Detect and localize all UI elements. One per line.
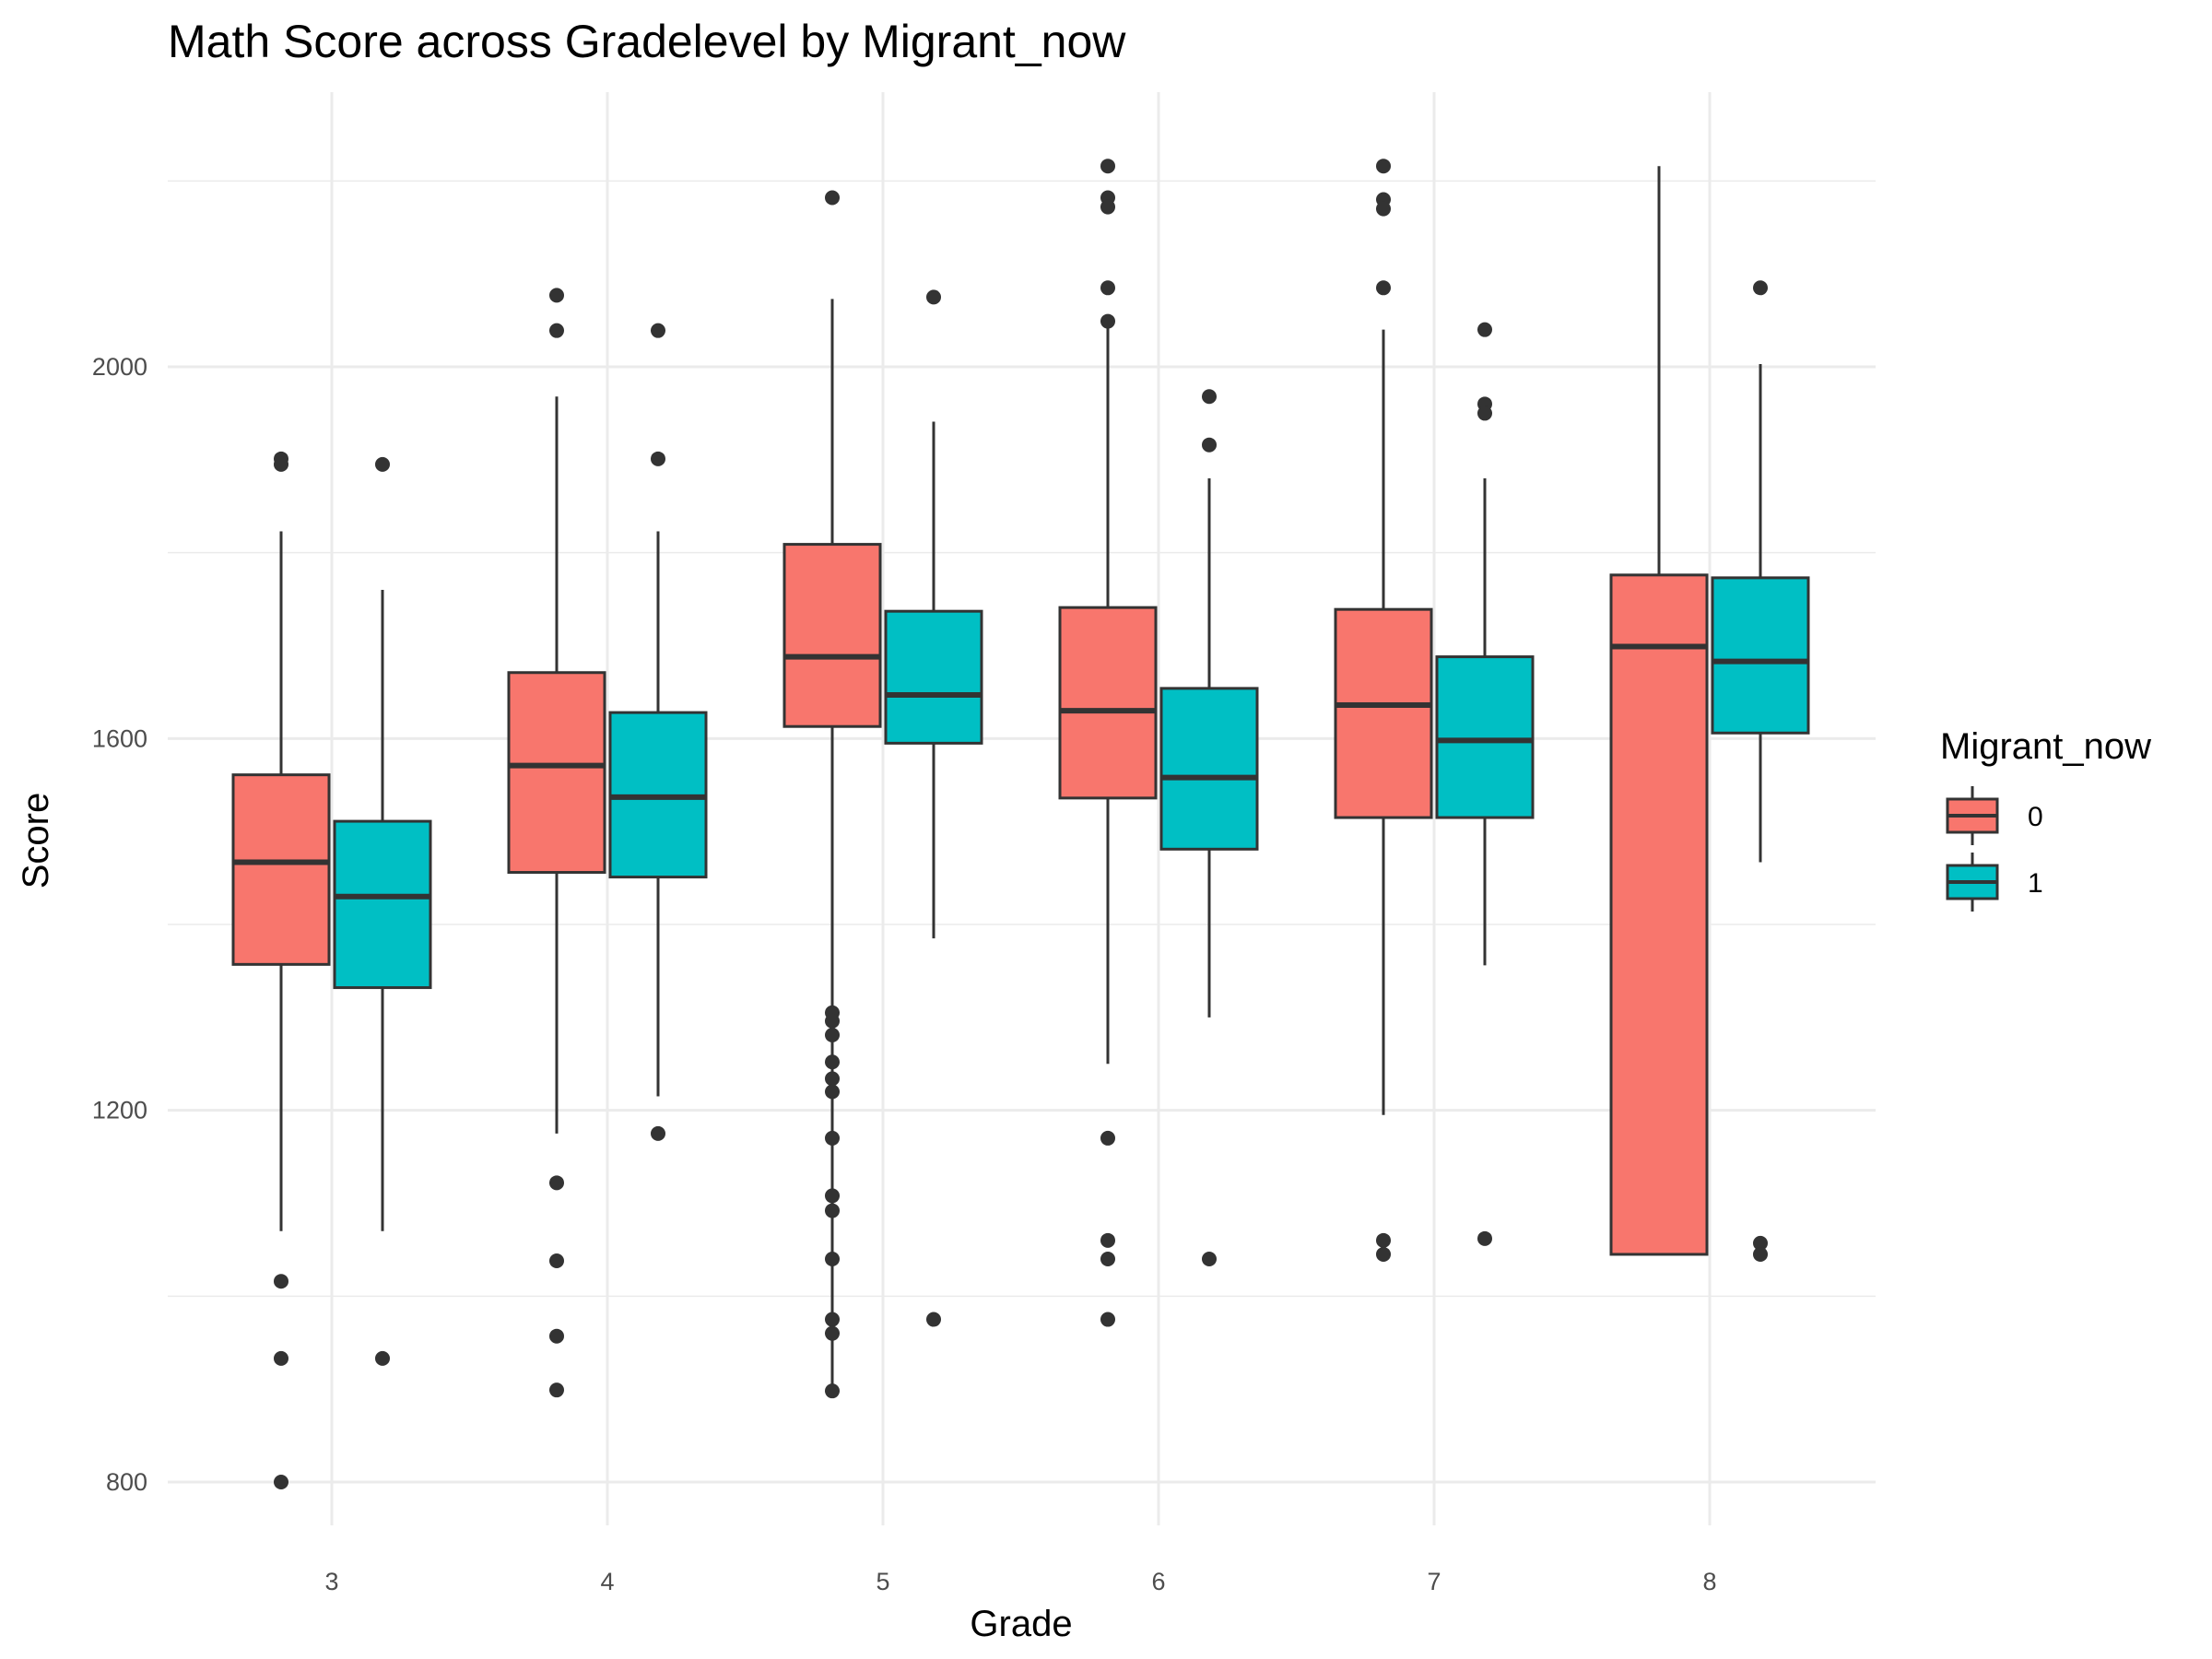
box-grade-8-migrant-1 [1711, 280, 1810, 1262]
y-tick-label: 1200 [92, 1097, 147, 1124]
outlier-point [1202, 1252, 1217, 1266]
box-iqr [507, 671, 606, 875]
outlier-point [1100, 280, 1115, 296]
box-grade-6-migrant-0 [1058, 159, 1158, 1327]
outlier-point [1376, 159, 1391, 174]
outlier-point [825, 1071, 840, 1087]
outlier-point [825, 1084, 840, 1100]
y-axis-title: Score [16, 793, 56, 889]
y-tick-label: 1600 [92, 724, 147, 752]
outlier-point [549, 1382, 564, 1398]
box-grade-5-migrant-1 [884, 289, 983, 1327]
box-grade-4-migrant-1 [608, 323, 708, 1141]
outlier-point [1477, 406, 1492, 421]
x-tick-label: 8 [1702, 1568, 1716, 1595]
outlier-point [1376, 280, 1391, 296]
box-grade-7-migrant-0 [1334, 159, 1433, 1262]
outlier-point [1202, 437, 1217, 453]
outlier-point [926, 1312, 941, 1327]
outlier-point [375, 456, 390, 472]
box-grade-7-migrant-1 [1435, 322, 1535, 1246]
box-iqr [1058, 606, 1158, 800]
outlier-point [825, 1130, 840, 1146]
outlier-point [825, 1203, 840, 1218]
outlier-point [375, 1350, 390, 1366]
box-grade-3-migrant-1 [333, 456, 432, 1366]
outlier-point [274, 1475, 288, 1489]
legend-label-1: 1 [2028, 868, 2043, 899]
outlier-point [825, 1188, 840, 1204]
y-axis-ticks: 800 1200 1600 2000 [92, 353, 147, 1496]
legend-title: Migrant_now [1940, 726, 2151, 767]
legend: Migrant_now 0 1 [1940, 726, 2151, 912]
box-iqr [782, 543, 882, 728]
box-grade-5-migrant-0 [782, 190, 882, 1399]
box-grade-6-migrant-1 [1159, 389, 1259, 1266]
outlier-point [549, 323, 564, 338]
x-axis-ticks: 3 4 5 6 7 8 [324, 1568, 1716, 1595]
outlier-point [1100, 1312, 1115, 1327]
x-tick-label: 7 [1427, 1568, 1441, 1595]
outlier-point [1477, 322, 1492, 337]
outlier-point [1477, 1230, 1492, 1246]
outlier-point [825, 1027, 840, 1042]
outlier-point [1376, 1232, 1391, 1248]
box-iqr [1435, 655, 1535, 819]
outlier-point [1753, 1246, 1768, 1262]
x-axis-title: Grade [970, 1604, 1072, 1644]
outlier-point [549, 1328, 564, 1344]
box-iqr [1334, 607, 1433, 819]
outlier-point [825, 1383, 840, 1399]
outlier-point [549, 1253, 564, 1269]
outlier-point [651, 451, 665, 466]
outlier-point [274, 1350, 288, 1366]
outlier-point [651, 323, 665, 338]
x-tick-label: 4 [600, 1568, 614, 1595]
outlier-point [825, 1054, 840, 1070]
outlier-point [1753, 280, 1768, 296]
outlier-point [1753, 1235, 1768, 1251]
outlier-point [1100, 1232, 1115, 1248]
legend-label-0: 0 [2028, 802, 2043, 832]
y-tick-label: 800 [106, 1468, 147, 1496]
legend-key-0 [1946, 786, 1999, 845]
outlier-point [549, 1175, 564, 1191]
outlier-point [274, 1274, 288, 1289]
outlier-point [549, 288, 564, 303]
x-tick-label: 3 [324, 1568, 338, 1595]
outlier-point [1100, 159, 1115, 174]
outlier-point [1202, 389, 1217, 405]
y-tick-label: 2000 [92, 353, 147, 381]
box-grade-4-migrant-0 [507, 288, 606, 1398]
outlier-point [825, 190, 840, 206]
outlier-point [1100, 1252, 1115, 1266]
outlier-point [274, 456, 288, 472]
box-iqr [1711, 576, 1810, 735]
legend-key-1 [1946, 853, 1999, 912]
box-iqr [1609, 573, 1709, 1256]
outlier-point [1376, 1246, 1391, 1262]
chart-title: Math Score across Gradelevel by Migrant_… [168, 16, 1126, 67]
outlier-point [1376, 201, 1391, 217]
outlier-point [1100, 199, 1115, 215]
outlier-point [825, 1252, 840, 1266]
box-iqr [1159, 687, 1259, 851]
box-iqr [884, 609, 983, 745]
outlier-point [651, 1125, 665, 1141]
x-tick-label: 6 [1151, 1568, 1165, 1595]
box-iqr [231, 773, 331, 966]
outlier-point [825, 1325, 840, 1341]
box-iqr [333, 819, 432, 990]
box-grade-3-migrant-0 [231, 451, 331, 1489]
outlier-point [926, 289, 941, 305]
outlier-point [825, 1312, 840, 1327]
box-grade-8-migrant-0 [1609, 166, 1709, 1256]
outlier-point [825, 1013, 840, 1029]
outlier-point [1100, 313, 1115, 329]
grid [168, 92, 1876, 1525]
x-tick-label: 5 [876, 1568, 889, 1595]
boxes [231, 159, 1810, 1489]
outlier-point [1100, 1130, 1115, 1146]
